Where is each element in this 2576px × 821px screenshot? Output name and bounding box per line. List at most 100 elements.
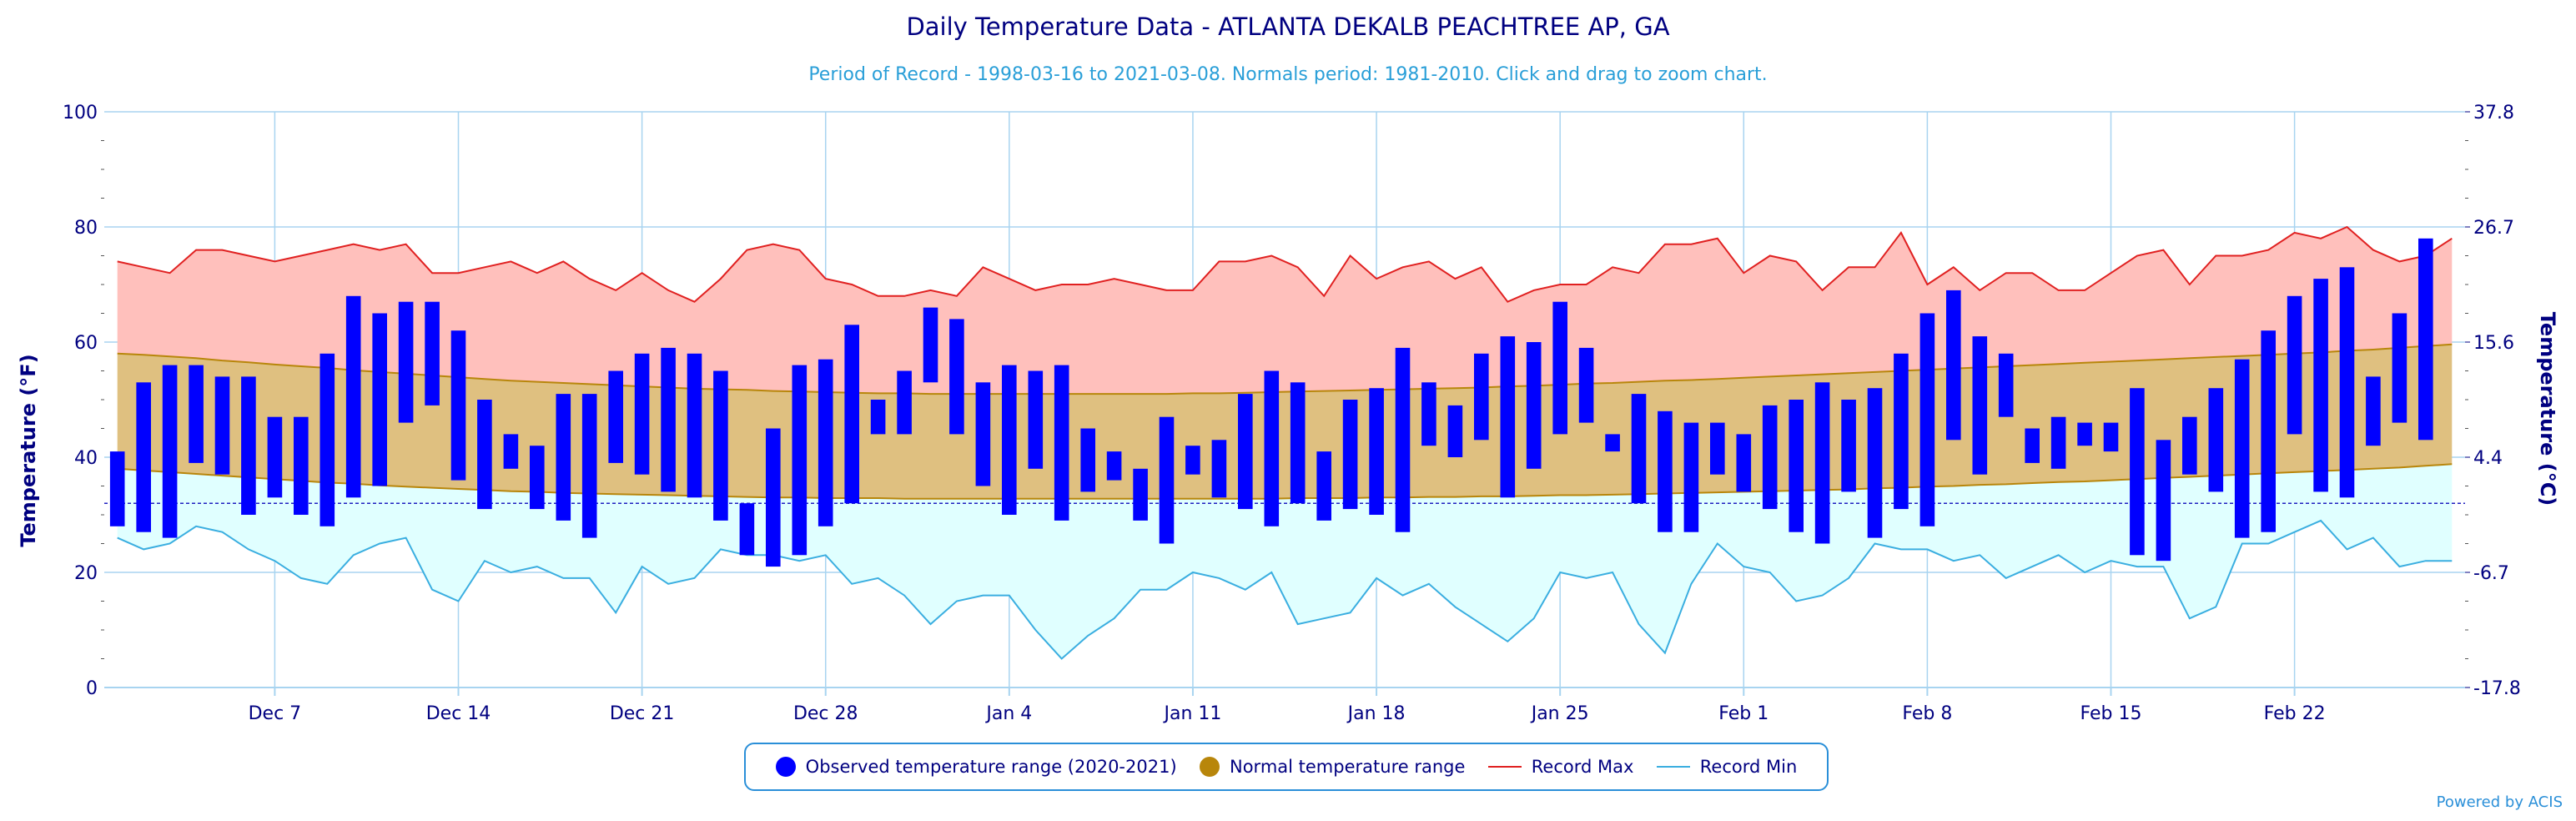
x-tick-label: Feb 8 [1902, 703, 1952, 724]
observed-bar [1133, 468, 1148, 521]
observed-bar [1447, 405, 1463, 457]
observed-bar [870, 400, 886, 435]
observed-bar [1789, 400, 1804, 532]
observed-bar [1211, 440, 1227, 498]
x-tick-label: Feb 15 [2080, 703, 2142, 724]
observed-bar [2234, 359, 2250, 538]
observed-bar [1474, 353, 1489, 441]
normal-low-line [117, 463, 2453, 500]
observed-bar [1159, 416, 1175, 544]
chart-legend: Observed temperature range (2020-2021) N… [744, 743, 1829, 791]
observed-bar [2077, 422, 2092, 446]
observed-bar [1894, 353, 1909, 510]
legend-normal-label: Normal temperature range [1230, 757, 1466, 777]
x-tick-label: Jan 4 [984, 703, 1032, 724]
observed-bar [1658, 410, 1673, 532]
legend-record-max-label: Record Max [1531, 757, 1634, 777]
observed-bar [1998, 353, 2014, 417]
observed-bar [503, 434, 519, 469]
observed-bar [136, 382, 151, 532]
legend-normal[interactable]: Normal temperature range [1200, 757, 1465, 777]
observed-bar [2366, 376, 2381, 446]
legend-observed[interactable]: Observed temperature range (2020-2021) [775, 757, 1177, 777]
observed-bar [1185, 446, 1200, 475]
legend-record-max[interactable]: Record Max [1487, 757, 1634, 777]
chart-subtitle: Period of Record - 1998-03-16 to 2021-03… [808, 64, 1767, 85]
x-tick-label: Dec 7 [249, 703, 302, 724]
observed-bar [1106, 451, 1122, 481]
y-tick-label-left: 0 [86, 678, 98, 699]
normal-high-line [117, 343, 2453, 395]
observed-bar [1080, 428, 1095, 492]
observed-bar [477, 400, 492, 510]
observed-bar [1605, 434, 1620, 452]
observed-bar [1238, 394, 1253, 510]
observed-bar [1946, 290, 1961, 441]
observed-bar [1421, 382, 1436, 446]
observed-bar [214, 376, 230, 475]
x-tick-label: Dec 14 [426, 703, 491, 724]
observed-bar [425, 301, 440, 405]
y-axis-label-left: Temperature (°F) [17, 354, 40, 546]
observed-bar [1002, 365, 1017, 515]
y-tick-label-right: 4.4 [2473, 448, 2503, 469]
observed-bar [739, 503, 755, 556]
record-max-area [117, 225, 2453, 395]
observed-bar [661, 347, 676, 492]
observed-bar [2156, 440, 2171, 562]
observed-bar [975, 382, 991, 486]
observed-bar [897, 370, 912, 435]
chart-title: Daily Temperature Data - ATLANTA DEKALB … [906, 13, 1669, 41]
x-tick-label: Jan 11 [1162, 703, 1221, 724]
plot-area[interactable]: 0 -17.8 20 -6.7 40 4.4 60 15.6 80 26.7 100 37.8 Dec … [63, 103, 2521, 724]
observed-bar [1342, 400, 1358, 510]
legend-observed-label: Observed temperature range (2020-2021) [805, 757, 1177, 777]
observed-bar [713, 370, 728, 521]
y-tick-label-right: 37.8 [2473, 103, 2514, 123]
observed-bar [162, 365, 178, 538]
observed-bar [2050, 416, 2066, 469]
observed-bar [1290, 382, 1306, 504]
observed-bar [2418, 238, 2433, 441]
observed-bar [766, 428, 781, 567]
y-tick-label-right: -6.7 [2473, 563, 2509, 584]
record-max-band [117, 227, 2453, 395]
record-min-line [117, 519, 2453, 660]
observed-bar [1578, 347, 1594, 423]
observed-bar [1736, 434, 1752, 492]
observed-bar [2025, 428, 2040, 463]
legend-record-min[interactable]: Record Min [1656, 757, 1797, 777]
observed-bar [450, 330, 466, 481]
observed-bar [1395, 347, 1411, 532]
observed-bar [1841, 400, 1856, 492]
observed-bar [1369, 388, 1384, 515]
observed-bar [1867, 388, 1883, 538]
y-tick-label-right: -17.8 [2473, 678, 2521, 699]
observed-bar [1919, 313, 1935, 526]
observed-bar [1054, 365, 1069, 521]
y-tick-label-left: 80 [74, 218, 98, 239]
y-tick-label-left: 100 [63, 103, 98, 123]
observed-bar [2313, 279, 2328, 492]
observed-bar [1762, 405, 1778, 510]
observed-bar [2339, 267, 2355, 498]
observed-bar [189, 365, 204, 463]
observed-bar [818, 359, 833, 526]
observed-bar [1028, 370, 1044, 469]
x-tick-label: Dec 28 [793, 703, 858, 724]
observed-bar [1264, 370, 1280, 526]
observed-swatch-icon [775, 757, 796, 777]
observed-bar [1316, 451, 1331, 521]
observed-bar [372, 313, 387, 486]
observed-bar [2287, 295, 2302, 435]
observed-bar [1710, 422, 1725, 475]
observed-bar [687, 353, 702, 498]
x-tick-label: Feb 1 [1718, 703, 1768, 724]
observed-bar [792, 365, 808, 556]
observed-bar [398, 301, 414, 423]
powered-by-credit[interactable]: Powered by ACIS [2436, 793, 2563, 811]
observed-bar [1631, 394, 1647, 504]
y-tick-label-left: 60 [74, 333, 98, 354]
observed-bar [634, 353, 650, 475]
